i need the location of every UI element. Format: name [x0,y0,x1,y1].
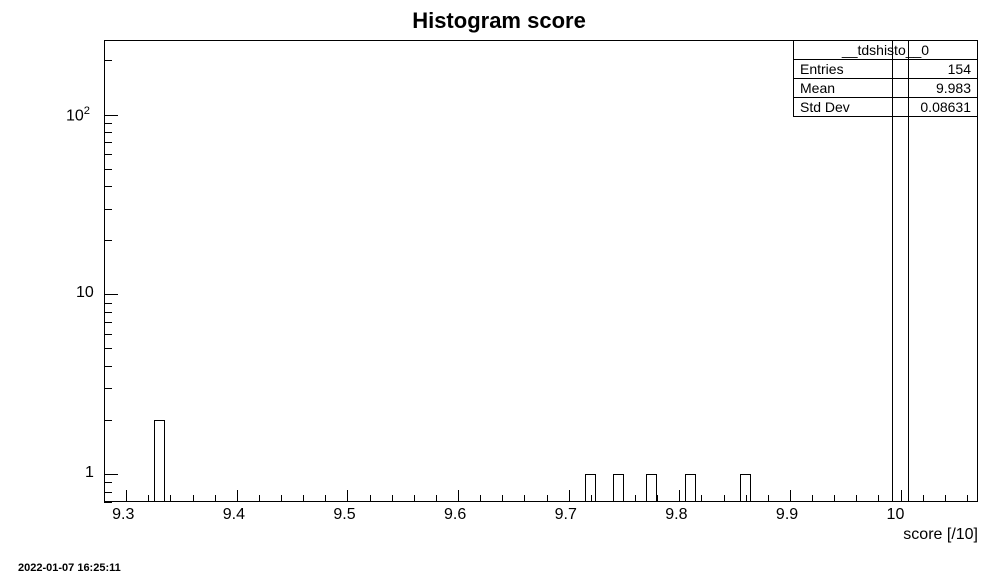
stats-label: __tdshisto__0 [842,42,929,58]
y-minor-tick [104,322,112,323]
x-minor-tick [878,495,879,502]
x-minor-tick [259,495,260,502]
histogram-bar [585,474,596,502]
y-minor-tick [104,154,112,155]
histogram-bar [613,474,624,502]
y-minor-tick [104,334,112,335]
stats-box: __tdshisto__0 Entries 154 Mean 9.983 Std Dev 0… [793,40,978,117]
x-minor-tick [436,495,437,502]
x-major-tick [790,490,791,502]
x-tick-label: 9.5 [333,506,355,524]
y-major-tick [104,294,118,295]
x-minor-tick [923,495,924,502]
render-timestamp: 2022-01-07 16:25:11 [18,562,121,574]
y-minor-tick [104,492,112,493]
x-minor-tick [524,495,525,502]
y-minor-tick [104,388,112,389]
x-minor-tick [325,495,326,502]
x-minor-tick [502,495,503,502]
y-minor-tick [104,132,112,133]
x-tick-label: 9.6 [444,506,466,524]
x-minor-tick [148,495,149,502]
stats-value: 9.983 [936,80,971,96]
x-minor-tick [170,495,171,502]
stats-row: Mean 9.983 [794,79,977,98]
stats-label: Entries [800,61,844,77]
y-minor-tick [104,142,112,143]
x-tick-label: 10 [887,506,905,524]
chart-title: Histogram score [0,8,998,34]
x-major-tick [679,490,680,502]
y-tick-label: 102 [66,105,90,125]
x-minor-tick [945,495,946,502]
x-minor-tick [215,495,216,502]
x-tick-label: 9.3 [112,506,134,524]
y-minor-tick [104,123,112,124]
x-minor-tick [104,495,105,502]
x-tick-label: 9.9 [776,506,798,524]
y-minor-tick [104,186,112,187]
x-minor-tick [392,495,393,502]
plot-canvas: Histogram score __tdshisto__0 Entries 154 M… [0,0,998,576]
y-minor-tick [104,420,112,421]
histogram-bar [892,40,909,502]
y-minor-tick [104,240,112,241]
y-minor-tick [104,303,112,304]
x-major-tick [237,490,238,502]
x-minor-tick [812,495,813,502]
x-minor-tick [635,495,636,502]
y-minor-tick [104,366,112,367]
x-minor-tick [834,495,835,502]
x-minor-tick [657,495,658,502]
x-major-tick [569,490,570,502]
x-minor-tick [414,495,415,502]
y-minor-tick [104,482,112,483]
x-axis-label: score [/10] [903,526,978,544]
y-minor-tick [104,209,112,210]
y-major-tick [104,474,118,475]
x-minor-tick [193,495,194,502]
histogram-bar [154,420,165,502]
stats-row: __tdshisto__0 [794,41,977,60]
x-minor-tick [967,495,968,502]
stats-row: Entries 154 [794,60,977,79]
x-major-tick [126,490,127,502]
histogram-bar [740,474,751,502]
x-minor-tick [303,495,304,502]
y-tick-label: 1 [85,464,94,482]
y-minor-tick [104,502,112,503]
x-minor-tick [370,495,371,502]
histogram-bar [646,474,657,502]
x-minor-tick [856,495,857,502]
stats-value: 0.08631 [920,99,971,115]
x-tick-label: 9.4 [223,506,245,524]
x-minor-tick [480,495,481,502]
y-tick-label: 10 [76,284,94,302]
x-major-tick [458,490,459,502]
stats-row: Std Dev 0.08631 [794,98,977,116]
x-minor-tick [701,495,702,502]
x-minor-tick [768,495,769,502]
stats-label: Mean [800,80,835,96]
x-minor-tick [547,495,548,502]
histogram-bar [685,474,696,502]
stats-value: 154 [948,61,971,77]
x-major-tick [347,490,348,502]
y-major-tick [104,115,118,116]
x-minor-tick [281,495,282,502]
y-minor-tick [104,169,112,170]
y-minor-tick [104,60,112,61]
stats-label: Std Dev [800,99,850,115]
x-tick-label: 9.8 [665,506,687,524]
x-tick-label: 9.7 [555,506,577,524]
x-minor-tick [724,495,725,502]
y-minor-tick [104,348,112,349]
y-minor-tick [104,312,112,313]
